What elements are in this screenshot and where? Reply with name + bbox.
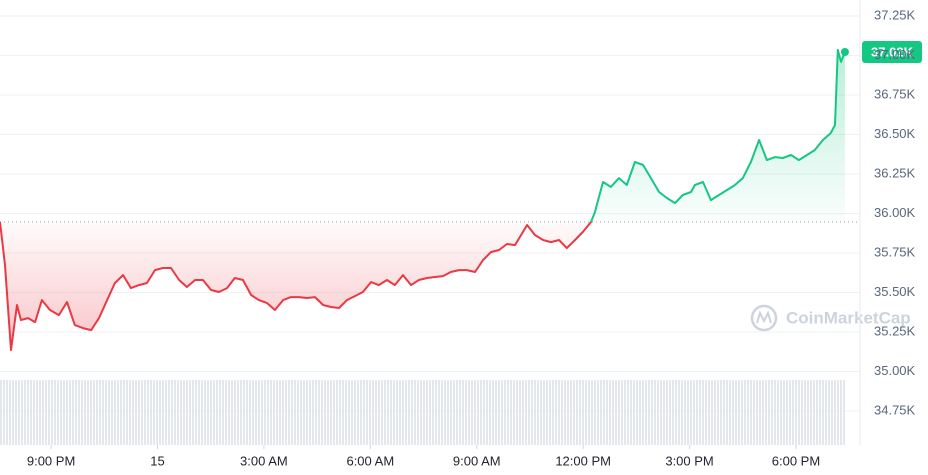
watermark-logo — [750, 304, 778, 332]
last-value-badge — [862, 40, 922, 63]
x-tick-label: 15 — [150, 453, 164, 468]
x-tick-label: 3:00 PM — [665, 453, 713, 468]
plot: 37.02K — [0, 40, 922, 351]
x-tick-label: 6:00 PM — [772, 453, 820, 468]
last-value-label: 37.02K — [871, 44, 914, 59]
y-tick-label: 36.25K — [874, 165, 916, 180]
y-tick-label: 36.00K — [874, 205, 916, 220]
y-tick-label: 35.50K — [874, 284, 916, 299]
x-tick-label: 9:00 AM — [453, 453, 501, 468]
watermark-logo — [756, 310, 772, 324]
price-line — [0, 48, 846, 351]
x-tick-label: 6:00 AM — [346, 453, 394, 468]
last-point — [840, 47, 849, 56]
y-tick-label: 35.00K — [874, 363, 916, 378]
y-tick-label: 36.75K — [874, 86, 916, 101]
y-tick-label: 35.75K — [874, 244, 916, 259]
area-fill — [0, 49, 845, 351]
y-tick-label: 36.50K — [874, 126, 916, 141]
watermark-text: CoinMarketCap — [786, 308, 911, 327]
y-tick-label: 35.25K — [874, 323, 916, 338]
y-tick-label: 37.25K — [874, 7, 916, 22]
x-tick-label: 12:00 PM — [555, 453, 611, 468]
y-tick-label: 37.00K — [874, 47, 916, 62]
x-tick-label: 9:00 PM — [27, 453, 75, 468]
y-tick-label: 34.75K — [874, 402, 916, 417]
x-tick-label: 3:00 AM — [240, 453, 288, 468]
volume-bars — [0, 380, 846, 445]
watermark: CoinMarketCap — [750, 304, 911, 332]
